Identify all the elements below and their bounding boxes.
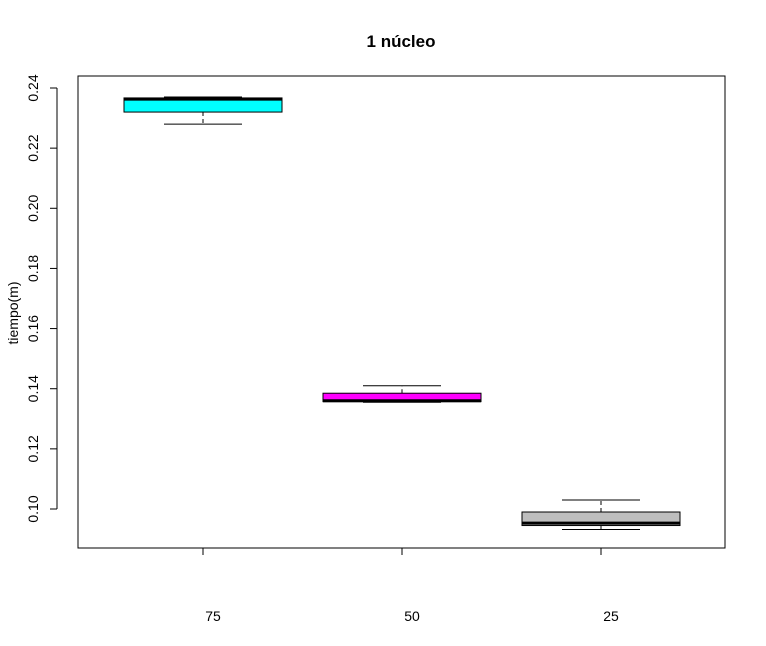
x-tick-label: 75 xyxy=(205,608,221,624)
y-tick-label: 0.18 xyxy=(25,255,41,282)
box-50 xyxy=(322,385,482,403)
chart-title: 1 núcleo xyxy=(367,32,436,51)
y-tick-label: 0.12 xyxy=(25,435,41,462)
plot-frame xyxy=(77,75,726,549)
x-tick-label: 50 xyxy=(404,608,420,624)
y-tick-label: 0.24 xyxy=(25,74,41,101)
y-tick-label: 0.10 xyxy=(25,495,41,522)
y-tick-label: 0.16 xyxy=(25,315,41,342)
y-axis: 0.10 0.12 0.14 0.16 0.18 0.20 0.22 0.24 xyxy=(25,74,58,523)
box-25 xyxy=(521,499,681,530)
box-group xyxy=(123,96,681,530)
y-tick-label: 0.14 xyxy=(25,375,41,402)
y-axis-label: tiempo(m) xyxy=(5,281,21,344)
x-tick-label: 25 xyxy=(603,608,619,624)
x-axis: 75 50 25 xyxy=(202,547,619,624)
y-tick-label: 0.22 xyxy=(25,134,41,161)
box-75 xyxy=(123,96,283,125)
y-tick-label: 0.20 xyxy=(25,194,41,221)
